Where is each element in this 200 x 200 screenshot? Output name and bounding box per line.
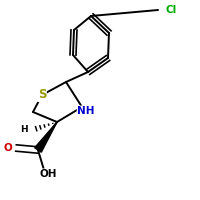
Text: Cl: Cl: [166, 5, 177, 15]
Polygon shape: [35, 122, 57, 152]
Text: H: H: [20, 126, 28, 134]
Text: O: O: [3, 143, 12, 153]
Text: S: S: [38, 88, 46, 102]
Text: NH: NH: [77, 106, 95, 116]
Text: OH: OH: [39, 169, 57, 179]
